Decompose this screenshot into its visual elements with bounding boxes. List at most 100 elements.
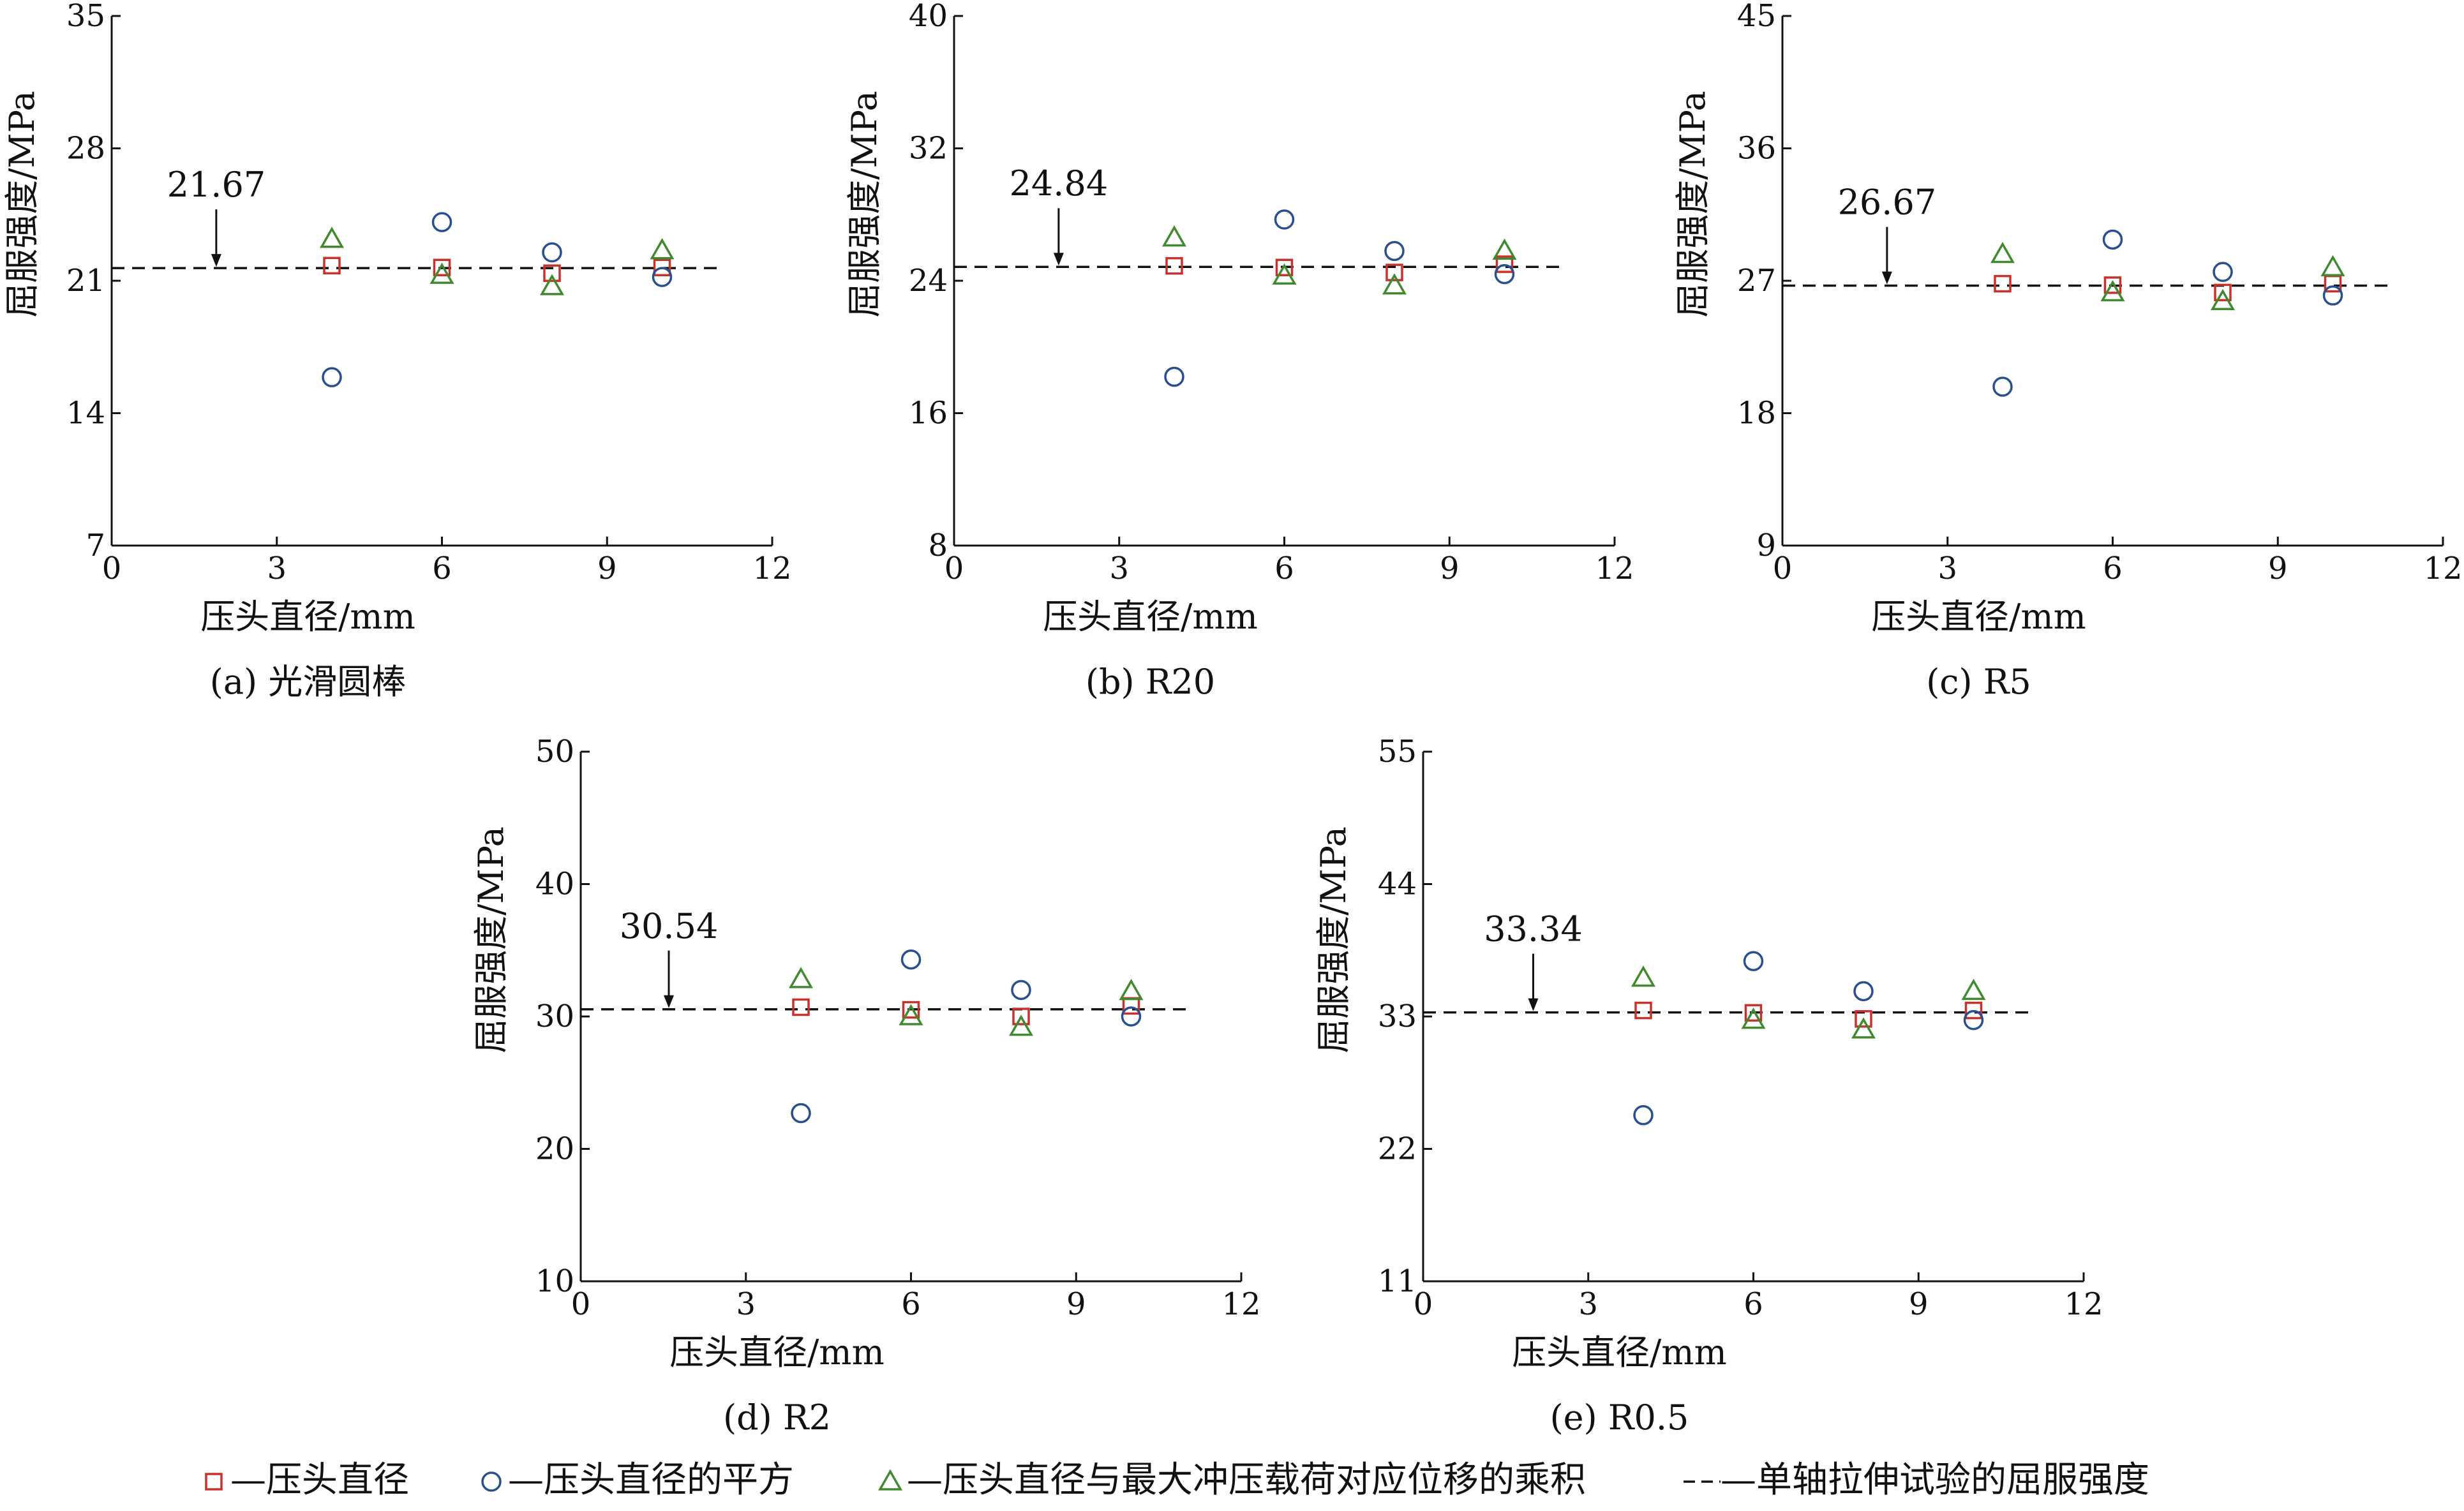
triangle-marker <box>899 1004 923 1025</box>
square-marker <box>2214 283 2232 302</box>
square-marker <box>1634 1001 1652 1020</box>
square-marker <box>1744 1004 1763 1022</box>
reference-value-label: 30.54 <box>620 906 719 946</box>
square-marker <box>1964 1001 1983 1020</box>
x-tick-label: 9 <box>2268 551 2288 586</box>
square-marker <box>1122 997 1140 1015</box>
x-tick-label: 9 <box>1066 1286 1086 1322</box>
legend-label: —单轴拉伸试验的屈服强度 <box>1721 1459 2149 1501</box>
circle-marker <box>900 949 922 970</box>
x-tick-label: 3 <box>1938 551 1957 586</box>
triangle-marker <box>1272 263 1297 285</box>
y-tick-label: 16 <box>909 396 948 431</box>
y-tick-label: 22 <box>1378 1131 1417 1167</box>
square-marker <box>1855 1010 1872 1028</box>
x-tick-label: 0 <box>945 551 964 586</box>
y-tick-label: 27 <box>1737 263 1776 299</box>
chart-caption: (d) R2 <box>723 1397 831 1438</box>
square-marker <box>902 1001 920 1019</box>
x-tick-label: 6 <box>432 551 452 586</box>
y-tick-label: 35 <box>66 0 105 34</box>
chart-panel-b: 0 3 6 9 12 8 16 24 32 40 压头直径/mm 屈服强度/MPa (b) R20 24.… <box>844 0 1634 702</box>
reference-value-label: 21.67 <box>167 165 266 205</box>
triangle-marker <box>319 227 345 248</box>
circle-marker <box>1011 979 1031 1001</box>
x-tick-label: 3 <box>267 551 287 586</box>
circle-marker <box>2322 285 2343 306</box>
y-tick-label: 40 <box>909 0 948 34</box>
x-tick-label: 0 <box>1773 551 1793 586</box>
reference-value-label: 26.67 <box>1838 182 1937 223</box>
circle-marker <box>1494 264 1515 285</box>
legend-label: —压头直径 <box>230 1459 409 1501</box>
y-tick-label: 30 <box>535 999 574 1034</box>
x-tick-label: 12 <box>1595 551 1634 586</box>
circle-marker <box>1164 366 1184 387</box>
chart-caption: (e) R0.5 <box>1550 1397 1689 1438</box>
reference-value-label: 33.34 <box>1484 909 1583 949</box>
square-marker <box>2103 276 2122 294</box>
square-marker <box>1994 274 2012 293</box>
circle-marker <box>1274 209 1295 230</box>
x-axis-label: 压头直径/mm <box>1871 597 2086 637</box>
triangle-marker <box>2210 288 2236 311</box>
circle-marker <box>1633 1105 1654 1126</box>
y-axis-label: 屈服强度/MPa <box>1313 826 1354 1053</box>
legend-item-triangle: —压头直径与最大冲压载荷对应位移的乘积 <box>877 1459 1586 1501</box>
y-tick-label: 32 <box>909 131 948 167</box>
x-tick-label: 6 <box>1743 1286 1763 1322</box>
triangle-marker <box>1851 1017 1876 1039</box>
x-tick-label: 9 <box>597 551 617 586</box>
x-tick-label: 3 <box>1578 1286 1598 1322</box>
y-axis-label: 屈服强度/MPa <box>1673 91 1713 318</box>
y-tick-label: 9 <box>1756 528 1776 563</box>
triangle-marker <box>2100 279 2125 302</box>
x-tick-label: 3 <box>736 1286 756 1322</box>
y-tick-label: 14 <box>66 396 105 431</box>
circle-marker <box>322 367 342 387</box>
legend-label: —压头直径与最大冲压载荷对应位移的乘积 <box>907 1459 1586 1501</box>
circle-marker <box>1743 951 1764 971</box>
y-axis-label: 屈服强度/MPa <box>844 91 885 318</box>
y-axis-label: 屈服强度/MPa <box>471 826 511 1053</box>
chart-caption: (c) R5 <box>1926 662 2031 702</box>
reference-arrowhead <box>664 995 674 1008</box>
triangle-marker <box>1161 225 1187 247</box>
chart-caption: (b) R20 <box>1086 662 1215 702</box>
triangle-marker <box>1008 1015 1034 1036</box>
triangle-marker <box>650 238 675 260</box>
y-axis-label: 屈服强度/MPa <box>2 91 42 318</box>
y-tick-label: 55 <box>1378 734 1417 770</box>
y-tick-label: 20 <box>535 1131 574 1167</box>
x-tick-label: 6 <box>901 1286 921 1322</box>
triangle-marker <box>539 274 565 295</box>
legend-item-square: —压头直径 <box>205 1459 409 1501</box>
reference-value-label: 24.84 <box>1010 163 1109 204</box>
y-tick-label: 44 <box>1378 867 1417 902</box>
square-marker <box>543 264 561 282</box>
legend-triangle-icon <box>877 1469 903 1491</box>
square-marker <box>653 258 671 276</box>
square-marker <box>1275 258 1294 276</box>
circle-marker <box>652 267 673 287</box>
triangle-marker <box>1961 978 1986 1001</box>
circle-marker <box>1121 1006 1142 1027</box>
circle-marker <box>1963 1009 1984 1031</box>
x-tick-label: 12 <box>1221 1286 1260 1322</box>
legend-circle-icon <box>481 1471 502 1492</box>
circle-marker <box>542 242 562 263</box>
x-tick-label: 6 <box>1274 551 1294 586</box>
y-tick-label: 18 <box>1737 396 1776 431</box>
y-tick-label: 45 <box>1737 0 1776 34</box>
y-tick-label: 7 <box>86 528 105 563</box>
square-marker <box>1495 255 1514 273</box>
y-tick-label: 50 <box>535 734 574 770</box>
x-tick-label: 12 <box>752 551 791 586</box>
circle-marker <box>1384 241 1405 262</box>
y-tick-label: 24 <box>909 263 948 299</box>
x-tick-label: 9 <box>1909 1286 1929 1322</box>
triangle-marker <box>788 967 814 988</box>
triangle-marker <box>2320 255 2345 276</box>
triangle-marker <box>1741 1008 1766 1029</box>
